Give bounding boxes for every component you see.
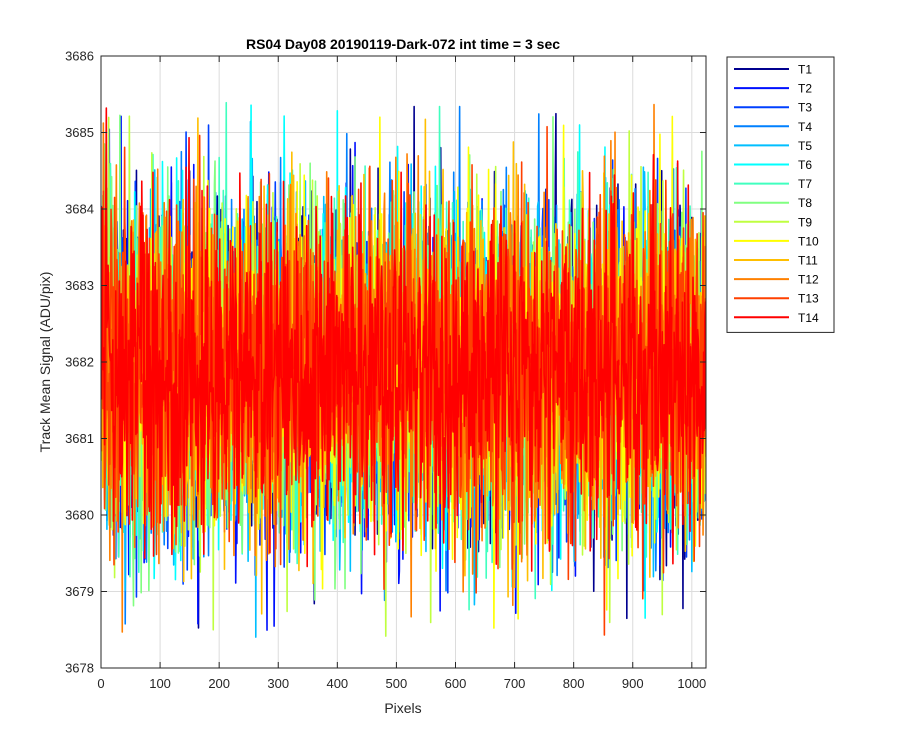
legend-box [726, 56, 835, 333]
x-tick-label: 100 [149, 676, 171, 691]
legend-label-t11: T11 [798, 254, 818, 268]
legend-label-t10: T10 [798, 234, 819, 248]
legend-label-t13: T13 [798, 292, 819, 306]
legend-label-t6: T6 [798, 158, 812, 172]
x-tick-label: 400 [326, 676, 348, 691]
x-tick-label: 600 [445, 676, 467, 691]
legend-label-t1: T1 [798, 63, 812, 77]
x-tick-label: 300 [267, 676, 289, 691]
x-tick-label: 1000 [677, 676, 706, 691]
y-tick-label: 3685 [65, 125, 94, 140]
legend-label-t2: T2 [798, 82, 812, 96]
x-tick-label: 0 [97, 676, 104, 691]
chart-title: RS04 Day08 20190119-Dark-072 int time = … [246, 36, 560, 52]
legend-label-t9: T9 [798, 215, 812, 229]
legend-label-t8: T8 [798, 196, 812, 210]
y-tick-label: 3684 [65, 202, 94, 217]
y-tick-label: 3682 [65, 355, 94, 370]
legend-label-t14: T14 [798, 311, 819, 325]
legend: T1 T2 T3 T4 T5 T6 T7 T8 T9 T10 T11 T12 T13 T14 [726, 56, 835, 333]
legend-label-t12: T12 [798, 273, 819, 287]
x-tick-label: 200 [208, 676, 230, 691]
y-axis-label: Track Mean Signal (ADU/pix) [37, 272, 53, 453]
y-tick-label: 3679 [65, 584, 94, 599]
legend-label-t3: T3 [798, 101, 812, 115]
x-tick-label: 900 [622, 676, 644, 691]
series-group [101, 101, 706, 638]
y-tick-label: 3678 [65, 661, 94, 676]
x-tick-label: 800 [563, 676, 585, 691]
x-tick-label: 700 [504, 676, 526, 691]
legend-label-t7: T7 [798, 177, 812, 191]
y-tick-label: 3686 [65, 49, 94, 64]
legend-label-t4: T4 [798, 120, 812, 134]
ticks: 0 100 200 300 400 500 600 700 800 900 1000 3678 3679… [65, 49, 706, 692]
y-tick-label: 3680 [65, 508, 94, 523]
y-tick-label: 3683 [65, 278, 94, 293]
x-axis-label: Pixels [384, 700, 421, 716]
series-line-t14 [101, 107, 706, 572]
y-tick-label: 3681 [65, 431, 94, 446]
x-tick-label: 500 [386, 676, 408, 691]
legend-label-t5: T5 [798, 139, 812, 153]
